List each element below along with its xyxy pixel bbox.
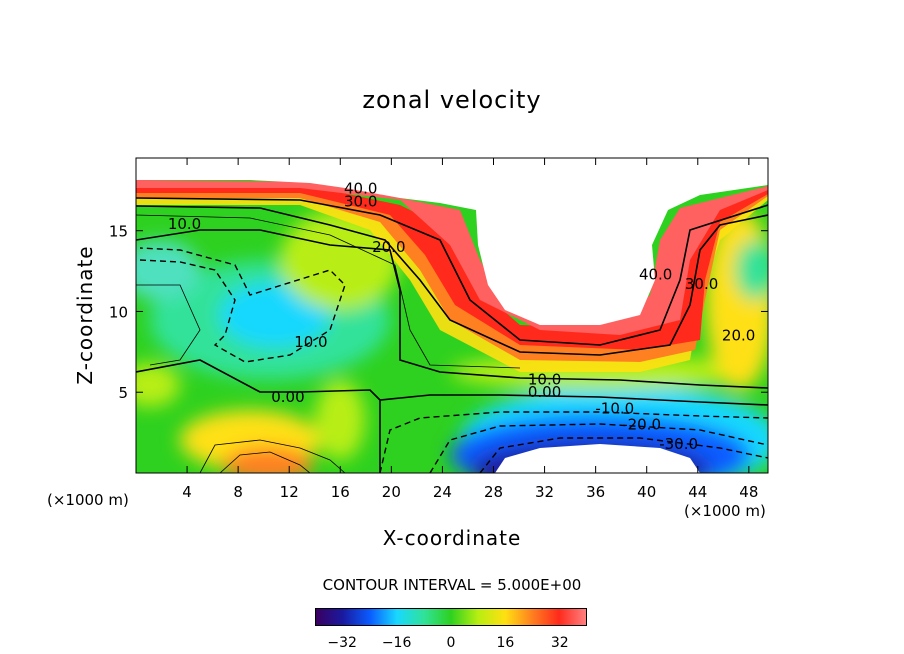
contour-label: 10.0 [168,215,201,233]
axes-frame [135,157,769,474]
contour-label: 30.0 [685,275,718,293]
contour-label: 40.0 [344,180,377,198]
x-tick-label: 4 [182,483,192,501]
y-tick-label: 10 [109,303,128,321]
contour-label: 40.0 [639,265,672,283]
x-tick-label: 8 [233,483,243,501]
x-tick-label: 36 [586,483,605,501]
contour-label: -20.0 [622,416,661,434]
x-tick-label: 20 [382,483,401,501]
x-tick-label: 12 [280,483,299,501]
x-tick-label: 48 [739,483,758,501]
contour-label: 0.00 [528,383,561,401]
chart-title: zonal velocity [362,86,542,114]
contour-label: -10.0 [595,399,634,417]
x-tick-label: 32 [535,483,554,501]
colorbar [315,608,587,626]
colorbar-tick-label: 0 [447,635,456,651]
colorbar-tick-label: −32 [327,635,357,651]
x-unit-label-right: (×1000 m) [684,502,766,520]
x-tick-label: 16 [331,483,350,501]
contour-label: 10.0 [528,370,561,388]
contour-interval-text: CONTOUR INTERVAL = 5.000E+00 [322,576,582,594]
x-tick-label: 40 [637,483,656,501]
x-tick-label: 24 [433,483,452,501]
x-tick-label: 44 [688,483,707,501]
x-axis-label: X-coordinate [382,526,522,550]
colorbar-tick-label: 16 [496,635,514,651]
velocity-field [136,158,768,473]
contour-label: 10.0 [294,333,327,351]
y-axis-label: Z-coordinate [73,245,97,385]
y-tick-label: 5 [118,384,128,402]
colorbar-tick-label: 32 [551,635,569,651]
contour-label: -30.0 [659,435,698,453]
contour-label: 20.0 [372,238,405,256]
y-tick-label: 15 [109,223,128,241]
contour-label: 30.0 [344,193,377,211]
x-unit-label-left: (×1000 m) [47,491,129,509]
x-tick-label: 28 [484,483,503,501]
contour-label: 20.0 [722,327,755,345]
contour-label: 0.00 [271,388,304,406]
colorbar-tick-label: −16 [382,635,412,651]
